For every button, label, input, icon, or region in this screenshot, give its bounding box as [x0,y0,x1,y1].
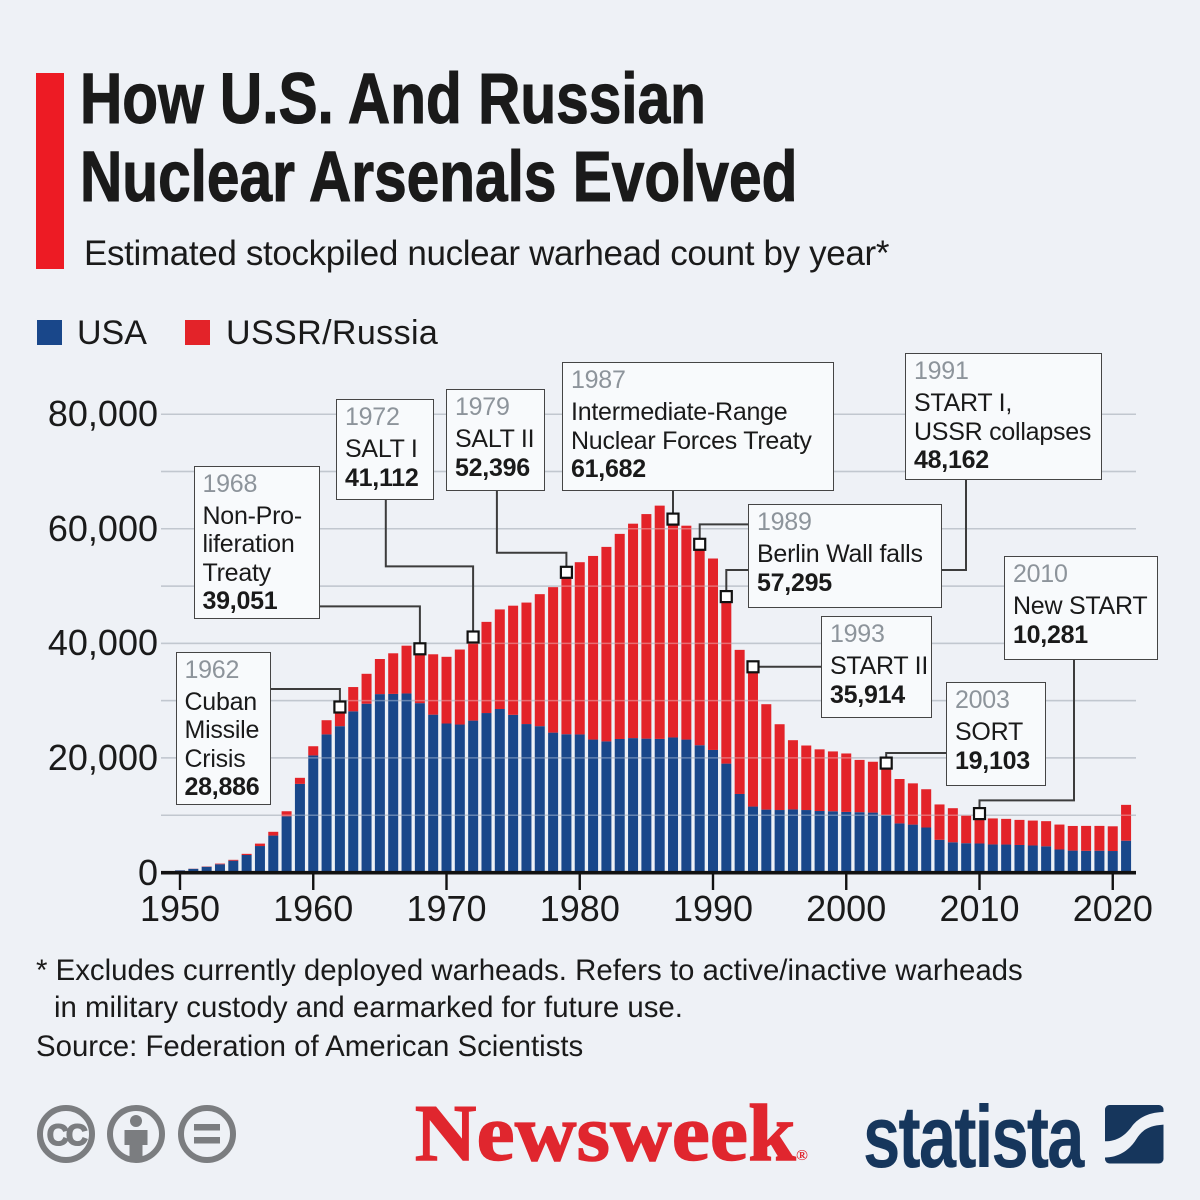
svg-text:CC: CC [47,1119,87,1152]
